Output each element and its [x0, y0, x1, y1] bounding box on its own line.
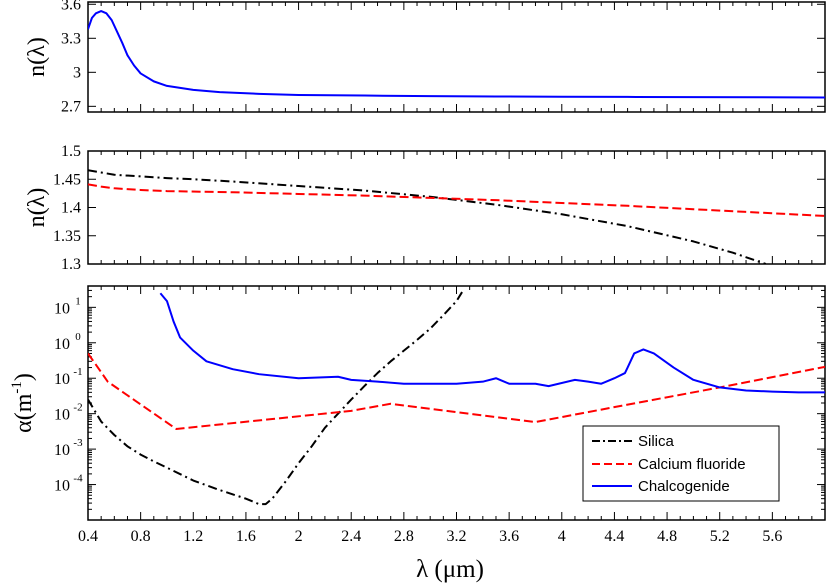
middle-series-calcium-fluoride: [88, 183, 825, 217]
y-tick-label: 10: [54, 442, 70, 459]
x-tick-label: 4.8: [657, 528, 677, 545]
y-tick-label-exponent: 1: [75, 295, 81, 307]
x-tick-label: 3.6: [499, 528, 519, 545]
y-tick-label: 10: [54, 478, 70, 495]
top-y-axis-title: n(λ): [24, 37, 50, 77]
bottom-y-axis-title: α(m-1): [9, 373, 37, 433]
y-tick-label: 1.3: [61, 256, 81, 273]
x-tick-label: 3.2: [447, 528, 467, 545]
y-tick-label: 1.35: [53, 228, 81, 245]
legend-box: [582, 425, 780, 502]
x-tick-label: 4.4: [604, 528, 624, 545]
panel-middle: 1.3 1.35 1.4 1.45 1.5 n(λ): [24, 143, 826, 273]
x-tick-label: 1.6: [236, 528, 256, 545]
top-series-chalcogenide: [88, 10, 825, 99]
y-tick-label: 3.3: [61, 30, 81, 47]
y-tick-label-exponent: -3: [73, 437, 83, 449]
x-tick-label: 2: [295, 528, 303, 545]
y-tick-label: 2.7: [61, 98, 81, 115]
panel-top: 2.7 3 3.3 3.6 n(λ): [24, 0, 826, 115]
middle-series-silica: [88, 169, 767, 264]
y-tick-label: 10: [54, 336, 70, 353]
y-tick-label: 1.5: [61, 143, 81, 160]
y-tick-label: 1.45: [53, 171, 81, 188]
y-tick-label: 10: [54, 300, 70, 317]
bottom-series-chalcogenide: [159, 292, 825, 394]
bottom-series-silica: [88, 289, 464, 506]
x-tick-label: 1.2: [183, 528, 203, 545]
middle-y-axis-title: n(λ): [24, 188, 50, 228]
y-tick-label: 10: [54, 407, 70, 424]
legend-label-chalcogenide: Chalcogenide: [638, 478, 730, 495]
y-tick-label-exponent: -4: [73, 473, 83, 485]
y-tick-label-exponent: -2: [73, 402, 82, 414]
x-tick-label: 0.8: [131, 528, 151, 545]
x-tick-label: 2.4: [341, 528, 361, 545]
y-tick-label: 3.6: [61, 0, 81, 13]
x-tick-label: 2.8: [394, 528, 414, 545]
y-tick-label: 10: [54, 371, 70, 388]
x-tick-label: 0.4: [78, 528, 98, 545]
legend-label-calcium-fluoride: Calcium fluoride: [638, 456, 746, 473]
y-tick-label-exponent: -1: [73, 366, 82, 378]
x-tick-label: 5.2: [710, 528, 730, 545]
y-tick-label: 3: [73, 64, 81, 81]
y-tick-label-exponent: 0: [75, 331, 81, 343]
x-axis-title: λ (μm): [416, 556, 484, 583]
x-tick-label: 5.6: [762, 528, 782, 545]
legend: Silica Calcium fluoride Chalcogenide: [582, 425, 780, 502]
legend-label-silica: Silica: [638, 433, 675, 450]
x-tick-label: 4: [558, 528, 566, 545]
bottom-series-calcium-fluoride: [88, 352, 825, 430]
y-tick-label: 1.4: [61, 200, 81, 217]
